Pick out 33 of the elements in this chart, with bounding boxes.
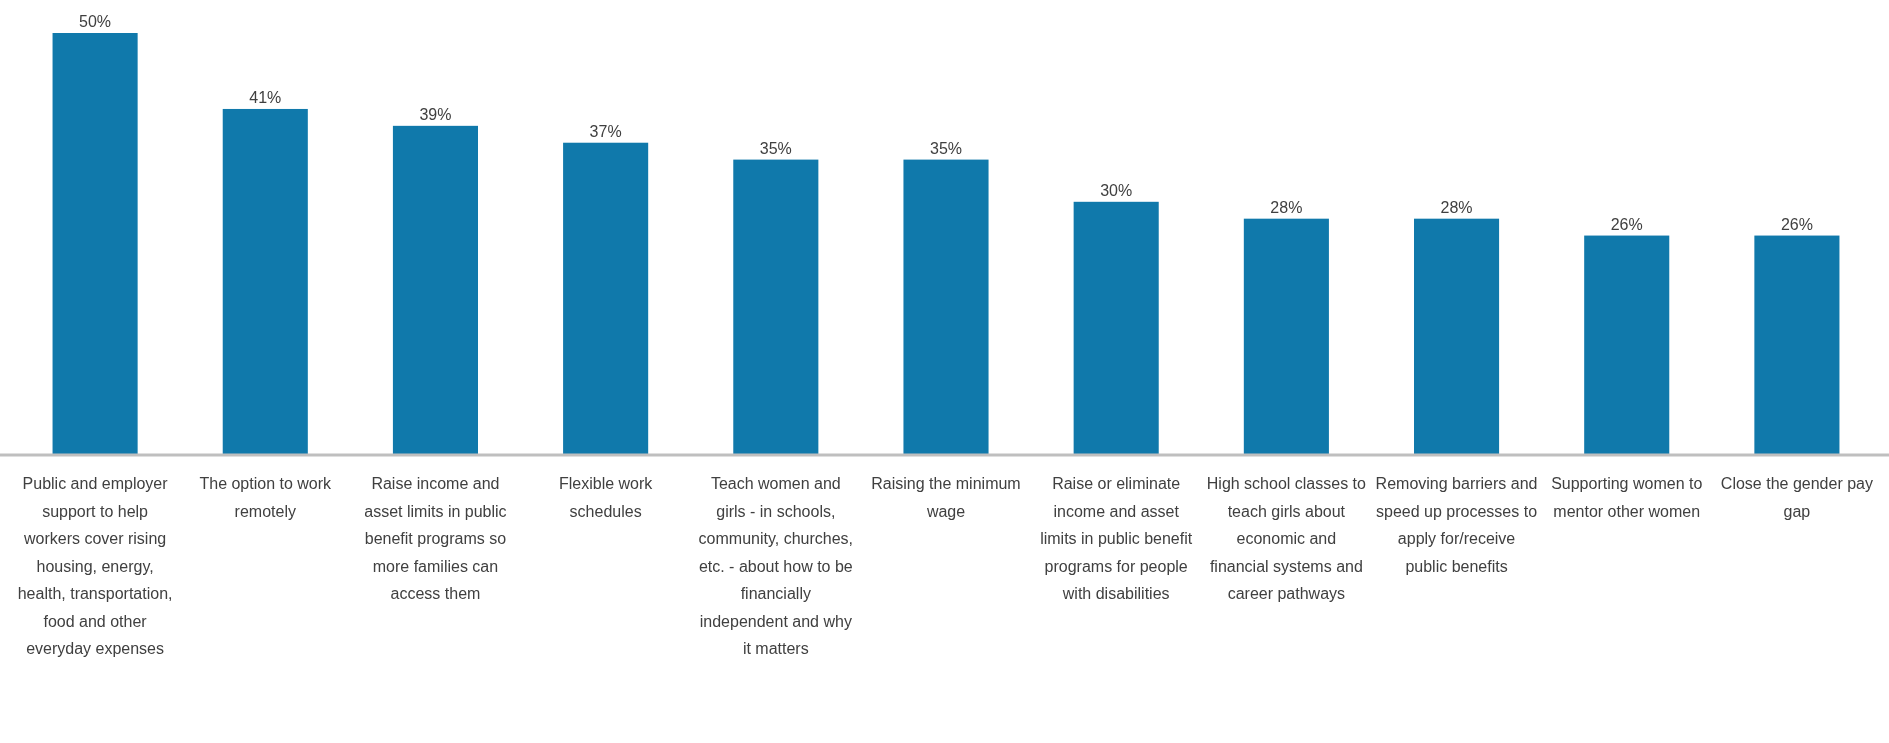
- bar: [1243, 218, 1329, 455]
- x-tick-label: The option to work remotely: [199, 475, 333, 520]
- x-tick-label: Teach women and girls - in schools, community, churches, etc. - about how to be financially independent and why it matters: [698, 475, 854, 657]
- data-label: 35%: [929, 139, 963, 157]
- data-label: 50%: [79, 13, 112, 30]
- bar: [222, 108, 308, 455]
- bar: [1754, 235, 1840, 455]
- bar: [903, 159, 989, 455]
- data-label: 39%: [419, 105, 452, 123]
- bar: [1073, 201, 1159, 455]
- data-label: 37%: [589, 122, 622, 140]
- data-label: 26%: [1610, 215, 1643, 233]
- bar: [1584, 235, 1670, 455]
- x-tick-label: Removing barriers and speed up processes to apply for/receive public benefits: [1375, 475, 1538, 575]
- x-tick-label: Flexible work schedules: [558, 475, 654, 520]
- data-label: 35%: [759, 139, 792, 157]
- data-label: 41%: [249, 88, 282, 106]
- x-tick-label: Raise or eliminate income and asset limits in public benefit programs for people with disabilities: [1040, 475, 1193, 602]
- bar: [392, 125, 478, 455]
- bar: [563, 142, 649, 455]
- data-label: 28%: [1270, 198, 1303, 216]
- x-tick-label: Raise income and asset limits in public benefit programs so more families can access them: [364, 475, 507, 602]
- bar: [1414, 218, 1500, 455]
- bar: [52, 33, 138, 455]
- bar: [733, 159, 819, 455]
- x-tick-label: High school classes to teach girls about economic and financial systems and career pathways: [1206, 475, 1367, 602]
- x-tick-label: Raising the minimum wage: [871, 475, 1021, 520]
- x-tick-label: Supporting women to mentor other women: [1551, 475, 1703, 520]
- x-tick-label: Public and employer support to help workers cover rising housing, energy, health, transportation, food and other everyday expenses: [17, 475, 173, 657]
- x-tick-label: Close the gender pay gap: [1720, 475, 1873, 520]
- data-label: 30%: [1100, 181, 1133, 199]
- data-label: 28%: [1440, 198, 1473, 216]
- data-label: 26%: [1780, 215, 1813, 233]
